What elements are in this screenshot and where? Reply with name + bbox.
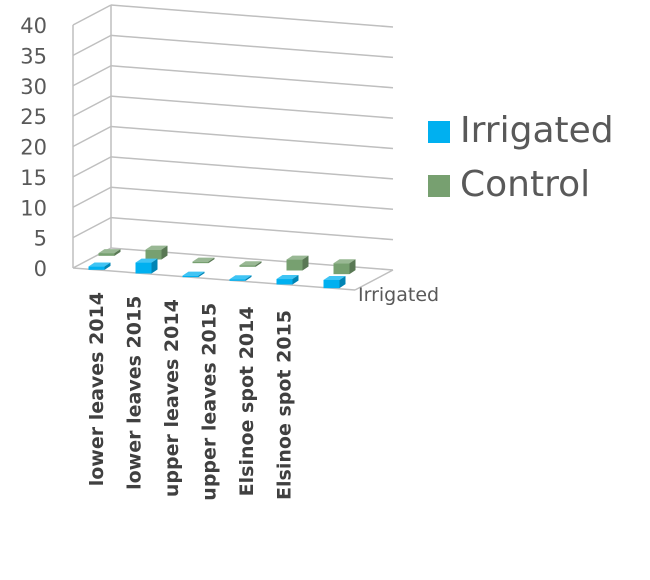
y-tick-label: 20: [20, 136, 47, 160]
legend-label-irrigated: Irrigated: [460, 110, 614, 151]
bar-control-1-front: [98, 253, 115, 256]
bar-irrigated-1-top: [88, 262, 111, 267]
x-tick-label: lower leaves 2015: [124, 296, 146, 490]
bar-control-3-side: [208, 257, 215, 264]
bar-irrigated-3-front: [182, 275, 199, 278]
bar-control-1: [98, 249, 121, 256]
gridline-side: [72, 186, 112, 208]
legend-label-control: Control: [460, 164, 590, 205]
x-tick-label: upper leaves 2014: [161, 299, 183, 497]
gridlines: [72, 4, 394, 271]
bar-control-6-front: [333, 263, 350, 275]
bar-irrigated-2-side: [151, 258, 158, 274]
legend: Irrigated Control: [428, 110, 614, 205]
gridline-back: [110, 216, 394, 241]
gridline-back: [110, 65, 394, 89]
x-tick-label: Elsinoe spot 2014: [236, 306, 258, 496]
bar-control-3-front: [192, 261, 209, 264]
bar-control-2-top: [145, 245, 168, 250]
gridline-side: [72, 65, 112, 87]
bar-control-5-side: [302, 255, 309, 271]
y-tick-label: 10: [20, 196, 47, 220]
y-tick-label: 0: [34, 257, 47, 281]
y-tick-label: 40: [20, 14, 47, 38]
bar-control-4: [239, 261, 262, 267]
y-tick-label: 15: [20, 166, 47, 190]
bar-control-5-top: [286, 255, 309, 260]
bar-control-2: [145, 245, 168, 260]
bar-irrigated-3-side: [198, 271, 205, 278]
y-tick-label: 35: [20, 44, 47, 68]
gridline-side: [72, 34, 112, 57]
bars: [88, 245, 356, 289]
gridline-side: [72, 125, 112, 148]
y-tick-label: 25: [20, 105, 47, 129]
x-tick-label: lower leaves 2014: [86, 292, 108, 486]
bar-irrigated-4-front: [229, 279, 246, 281]
bar-irrigated-6-side: [339, 275, 346, 289]
bar-irrigated-5-front: [276, 279, 293, 285]
bar-irrigated-5: [276, 275, 299, 285]
legend-swatch-irrigated: [428, 121, 450, 143]
chart-walls: [72, 5, 394, 291]
gridline-back: [110, 34, 394, 59]
gridline-back: [110, 4, 394, 28]
depth-axis-label: Irrigated: [358, 284, 439, 306]
gridline-side: [72, 95, 112, 117]
bar-irrigated-5-top: [276, 275, 299, 280]
bar-irrigated-3-top: [182, 271, 205, 276]
gridline-back: [110, 186, 394, 210]
bar-control-4-front: [239, 265, 256, 267]
y-tick-label: 30: [20, 75, 47, 99]
floor-right-edge: [354, 269, 394, 291]
y-tick-label: 5: [34, 227, 47, 251]
bar-irrigated-6-front: [323, 279, 340, 289]
bar-control-4-side: [255, 261, 262, 267]
bar-irrigated-1-side: [104, 262, 111, 270]
x-tick-label: upper leaves 2015: [199, 303, 221, 501]
bar-control-5-front: [286, 259, 303, 271]
bar-irrigated-2-front: [135, 262, 152, 274]
bar-control-6: [333, 259, 356, 275]
gridline-back: [110, 95, 394, 119]
x-tick-label: Elsinoe spot 2015: [274, 310, 296, 500]
bar-control-4-top: [239, 261, 262, 266]
bar-irrigated-1: [88, 262, 111, 270]
bar-irrigated-4-side: [245, 275, 252, 281]
bar-control-2-side: [161, 245, 168, 260]
legend-swatch-control: [428, 175, 450, 197]
bar-irrigated-1-front: [88, 266, 105, 270]
bar-irrigated-4: [229, 275, 252, 281]
bar-irrigated-2: [135, 258, 158, 274]
y-axis-ticks: 0 5 10 15 20 25 30 35 40: [20, 14, 47, 281]
bar-control-3-top: [192, 257, 215, 262]
bar-control-6-top: [333, 259, 356, 264]
bar-control-3: [192, 257, 215, 264]
gridline-back: [110, 156, 394, 180]
bar-irrigated-5-side: [292, 275, 299, 285]
bar-irrigated-4-top: [229, 275, 252, 280]
bar-irrigated-6-top: [323, 275, 346, 280]
gridline-side: [72, 216, 112, 239]
floor-front-edge: [72, 267, 356, 291]
x-axis-labels: lower leaves 2014 lower leaves 2015 upper …: [86, 292, 296, 501]
bar-irrigated-2-top: [135, 258, 158, 263]
bar-irrigated-3: [182, 271, 205, 278]
gridline-side: [72, 4, 112, 26]
bar-control-1-side: [114, 249, 121, 256]
gridline-back: [110, 125, 394, 150]
bar-control-6-side: [349, 259, 356, 275]
gridline-side: [72, 156, 112, 178]
bar-control-1-top: [98, 249, 121, 254]
bar-control-5: [286, 255, 309, 271]
bar-irrigated-6: [323, 275, 346, 289]
bar-control-2-front: [145, 249, 162, 260]
